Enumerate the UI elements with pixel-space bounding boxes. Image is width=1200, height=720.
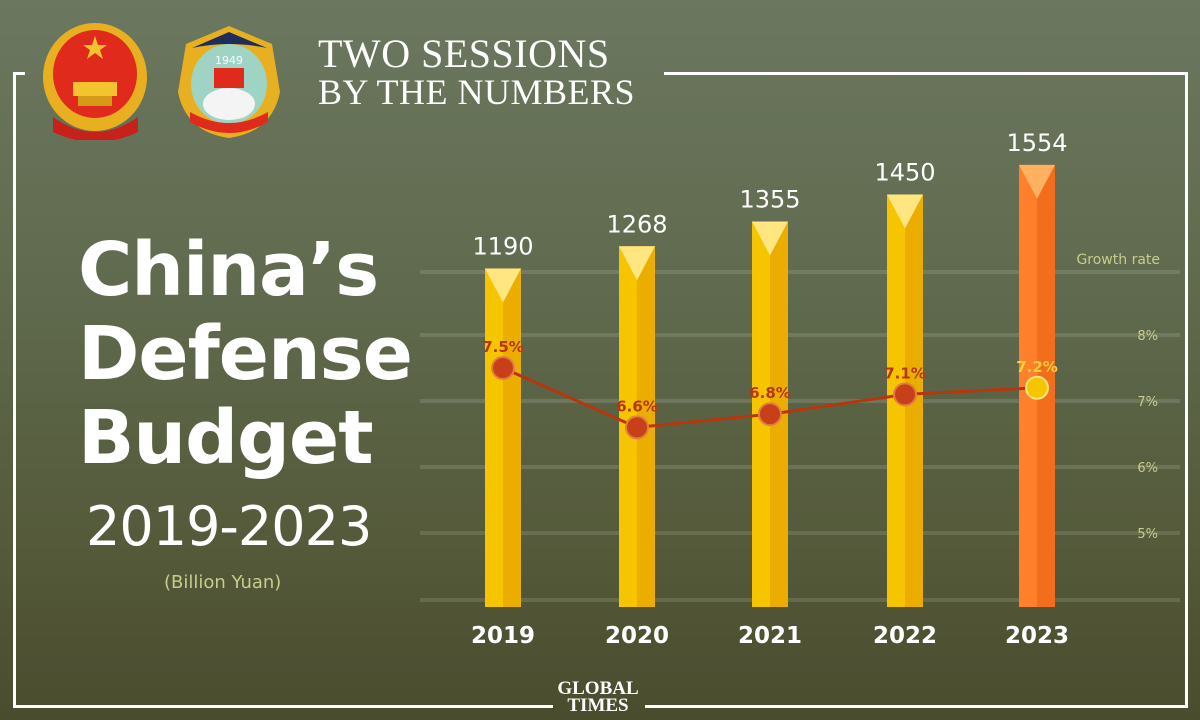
bar-value-label: 1355 <box>739 186 800 214</box>
growth-label: 7.1% <box>884 364 926 382</box>
bar-shade <box>503 268 521 607</box>
header-line2: BY THE NUMBERS <box>318 72 636 112</box>
growth-point <box>625 415 649 440</box>
right-axis-tick: 6% <box>1137 461 1158 476</box>
x-tick-label: 2023 <box>1005 623 1069 649</box>
growth-point <box>491 356 515 380</box>
growth-point <box>758 402 782 427</box>
global-times-logo: GLOBAL TIMES <box>557 678 639 716</box>
x-tick-label: 2019 <box>471 623 535 649</box>
right-axis-tick: 7% <box>1137 395 1158 410</box>
x-tick-label: 2021 <box>738 623 802 649</box>
emblem-year: 1949 <box>215 54 243 67</box>
right-axis-title: Growth rate <box>1076 252 1160 268</box>
frame-bottom-left <box>13 705 553 708</box>
growth-label: 6.6% <box>616 397 658 415</box>
frame-top-right <box>664 72 1188 75</box>
bar-cap <box>485 268 521 303</box>
bar-value-label: 1268 <box>606 210 667 238</box>
right-axis-tick: 8% <box>1137 329 1158 344</box>
bar-cap <box>752 221 788 256</box>
cppcc-emblem-logo: 1949 <box>178 26 280 138</box>
bar-value-label: 1450 <box>874 158 935 186</box>
frame-right <box>1185 72 1188 708</box>
growth-point <box>1025 375 1049 400</box>
right-axis-tick: 5% <box>1137 527 1158 542</box>
growth-label: 7.2% <box>1016 358 1058 376</box>
bar-value-label: 1554 <box>1006 129 1067 157</box>
bar-cap <box>619 246 655 281</box>
unit-label: (Billion Yuan) <box>164 572 282 593</box>
growth-label: 6.8% <box>749 384 791 402</box>
frame-left <box>13 72 16 708</box>
title-line3: Budget <box>78 395 374 481</box>
title-line2: Defense <box>78 311 413 397</box>
bar-cap <box>887 194 923 229</box>
growth-label: 7.5% <box>482 338 524 356</box>
bar-cap <box>1019 164 1055 199</box>
bar-value-label: 1190 <box>472 232 533 260</box>
title-years: 2019-2023 <box>86 495 372 558</box>
national-emblem-logo <box>43 23 147 140</box>
header-line1: TWO SESSIONS <box>318 31 610 76</box>
title-line1: China’s <box>78 227 379 313</box>
frame-top-left <box>13 72 25 75</box>
growth-point <box>893 382 917 407</box>
frame-bottom-right <box>645 705 1188 708</box>
x-tick-label: 2022 <box>873 623 937 649</box>
x-tick-label: 2020 <box>605 623 669 649</box>
